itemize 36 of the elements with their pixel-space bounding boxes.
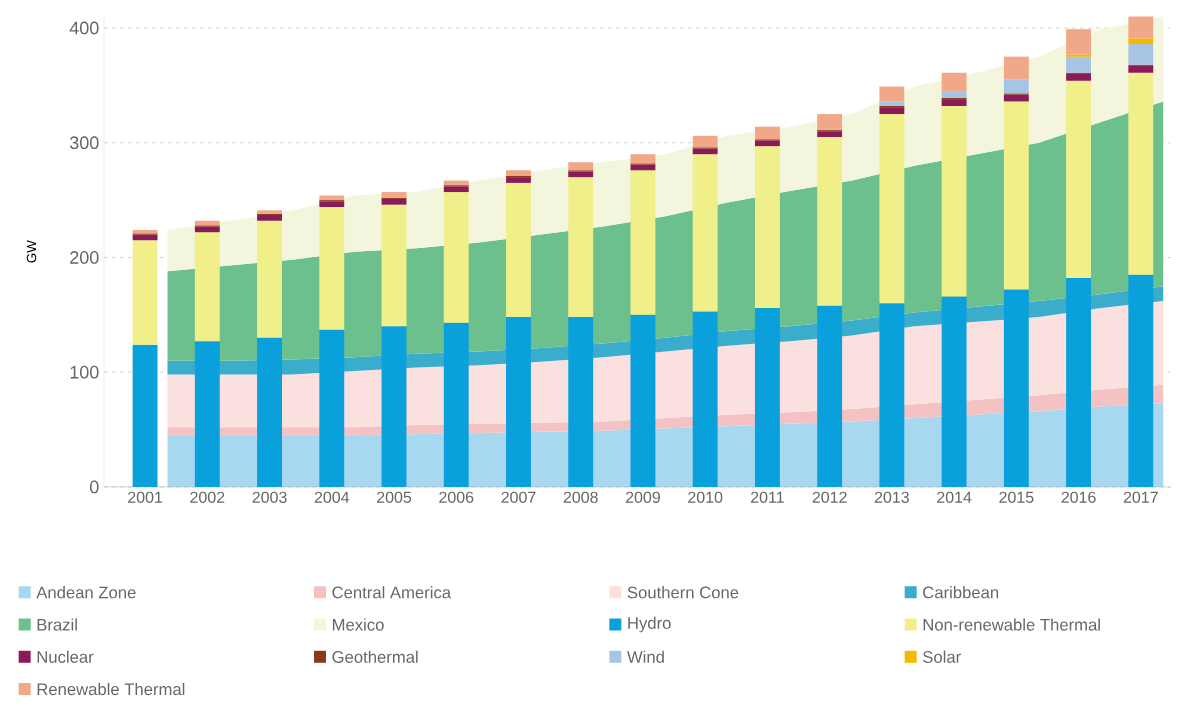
x-tick-label: 2001	[128, 491, 163, 503]
x-tick-label: 2003	[252, 491, 287, 503]
x-tick-label: 2015	[999, 491, 1034, 503]
x-tick-label: 2004	[314, 491, 350, 503]
legend-label: Mexico	[332, 618, 384, 631]
x-tick-label: 2006	[439, 491, 474, 503]
x-tick-label: 2002	[190, 491, 225, 503]
x-tick-label: 2014	[937, 491, 972, 503]
x-tick-label: 2009	[625, 491, 660, 503]
legend-label: Solar	[923, 650, 961, 663]
y-tick-label: 100	[70, 365, 99, 379]
y-tick-label: 400	[69, 21, 99, 35]
x-tick-label: 2005	[377, 491, 412, 503]
legend-label: Nuclear	[37, 650, 94, 663]
legend-label: Hydro	[628, 616, 671, 633]
x-tick-label: 2011	[751, 491, 784, 503]
legend-label: Central America	[332, 586, 452, 599]
x-tick-label: 2008	[563, 491, 598, 503]
x-tick-label: 2007	[501, 491, 536, 503]
y-tick-label: 0	[90, 480, 99, 494]
legend-label: Andean Zone	[36, 586, 136, 599]
legend-label: Caribbean	[923, 586, 999, 599]
x-tick-label: 2012	[812, 491, 847, 503]
x-tick-label: 2010	[688, 491, 723, 503]
x-tick-label: 2017	[1123, 491, 1158, 503]
legend-label: Geothermal	[332, 650, 418, 663]
legend-label: Brazil	[37, 618, 77, 631]
x-tick-label: 2016	[1061, 491, 1096, 503]
y-tick-label: 300	[69, 136, 99, 150]
legend-label: Southern Cone	[627, 586, 739, 599]
y-tick-label: 200	[70, 251, 99, 264]
legend-label: Non-renewable Thermal	[923, 618, 1100, 631]
y-axis-title: GW	[26, 240, 37, 263]
x-tick-label: 2013	[874, 491, 909, 503]
legend-label: Wind	[627, 650, 664, 663]
legend-label: Renewable Thermal	[37, 682, 185, 696]
